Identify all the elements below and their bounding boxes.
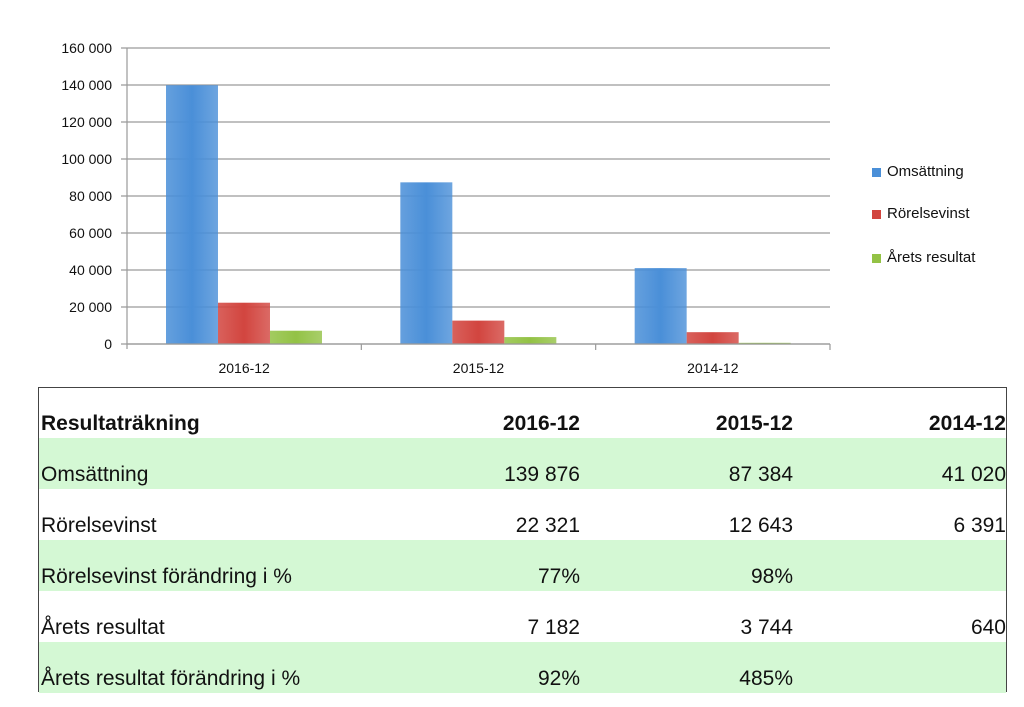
bar-Omsättning bbox=[400, 182, 453, 344]
y-tick-label: 100 000 bbox=[61, 151, 112, 167]
table-header-row: Resultaträkning 2016-12 2015-12 2014-12 bbox=[39, 388, 1006, 438]
y-tick-label: 80 000 bbox=[69, 188, 112, 204]
legend-swatch bbox=[872, 168, 881, 177]
header-2014: 2014-12 bbox=[928, 412, 1006, 435]
bar-Omsättning bbox=[166, 85, 218, 344]
bar-Årets resultat bbox=[270, 330, 322, 344]
cell-2014: 640 bbox=[970, 616, 1006, 639]
cell-2015: 3 744 bbox=[740, 616, 793, 639]
y-tick-label: 40 000 bbox=[69, 262, 112, 278]
income-statement-table: Resultaträkning 2016-12 2015-12 2014-12 … bbox=[38, 387, 1007, 693]
cell-2015: 98% bbox=[750, 565, 793, 588]
cell-2014: 41 020 bbox=[941, 463, 1006, 486]
y-tick-label: 20 000 bbox=[69, 299, 112, 315]
x-tick-label: 2016-12 bbox=[218, 360, 270, 376]
row-label: Rörelsevinst bbox=[41, 514, 157, 537]
y-tick-label: 60 000 bbox=[69, 225, 112, 241]
header-label: Resultaträkning bbox=[41, 412, 200, 435]
row-label: Årets resultat bbox=[41, 616, 165, 639]
table-row: Årets resultat 7 182 3 744 640 bbox=[39, 591, 1006, 642]
cell-2015: 12 643 bbox=[728, 514, 793, 537]
cell-2014: 6 391 bbox=[953, 514, 1006, 537]
legend-label: Årets resultat bbox=[887, 249, 976, 266]
y-tick-label: 120 000 bbox=[61, 114, 112, 130]
legend-swatch bbox=[872, 254, 881, 263]
axes: 0 20 000 40 000 60 000 80 000 100 000 120 000 1… bbox=[61, 40, 831, 376]
table-row: Omsättning 139 876 87 384 41 020 bbox=[39, 438, 1006, 489]
x-tick-label: 2015-12 bbox=[453, 360, 505, 376]
cell-2015: 87 384 bbox=[728, 463, 793, 486]
gridlines bbox=[121, 47, 830, 345]
legend-label: Omsättning bbox=[887, 163, 964, 180]
y-tick-label: 0 bbox=[104, 336, 112, 352]
legend-swatch bbox=[872, 210, 881, 219]
row-label: Omsättning bbox=[41, 463, 149, 486]
legend: Omsättning Rörelsevinst Årets resultat bbox=[872, 163, 976, 266]
table-row: Rörelsevinst förändring i % 77% 98% bbox=[39, 540, 1006, 591]
row-label: Årets resultat förändring i % bbox=[41, 667, 301, 690]
cell-2016: 7 182 bbox=[527, 616, 580, 639]
bars bbox=[166, 85, 791, 344]
table-row: Årets resultat förändring i % 92% 485% bbox=[39, 642, 1006, 693]
y-tick-label: 140 000 bbox=[61, 77, 112, 93]
header-2015: 2015-12 bbox=[715, 412, 793, 435]
header-2016: 2016-12 bbox=[502, 412, 580, 435]
y-tick-label: 160 000 bbox=[61, 40, 112, 56]
row-label: Rörelsevinst förändring i % bbox=[41, 565, 292, 588]
cell-2015: 485% bbox=[739, 667, 793, 690]
x-tick-label: 2014-12 bbox=[687, 360, 739, 376]
bar-chart: 0 20 000 40 000 60 000 80 000 100 000 120 000 1… bbox=[61, 40, 976, 376]
bar-Rörelsevinst bbox=[218, 302, 270, 344]
table-row: Rörelsevinst 22 321 12 643 6 391 bbox=[39, 489, 1006, 540]
bar-Rörelsevinst bbox=[452, 320, 505, 344]
cell-2016: 77% bbox=[537, 565, 580, 588]
legend-label: Rörelsevinst bbox=[887, 205, 970, 222]
cell-2016: 22 321 bbox=[515, 514, 580, 537]
bar-Årets resultat bbox=[504, 337, 557, 344]
bar-Omsättning bbox=[634, 268, 687, 344]
cell-2016: 92% bbox=[537, 667, 580, 690]
cell-2016: 139 876 bbox=[504, 463, 580, 486]
bar-Rörelsevinst bbox=[686, 332, 739, 344]
